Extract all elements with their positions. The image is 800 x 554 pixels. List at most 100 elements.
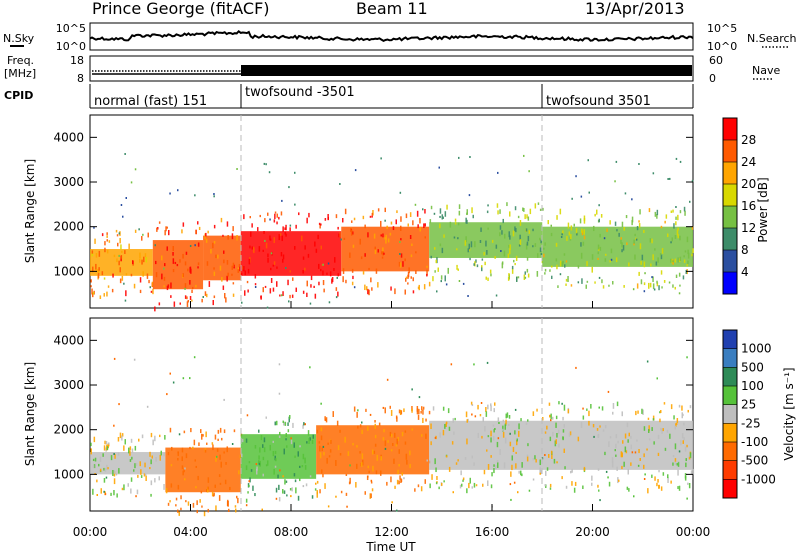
heatmap-cell [467,248,469,253]
heatmap-cell [470,401,473,405]
heatmap-cell [290,439,293,445]
heatmap-cell [550,450,553,454]
heatmap-cell [283,421,285,426]
heatmap-cell [539,208,542,211]
heatmap-cell [281,235,283,242]
heatmap-cell [543,247,545,250]
heatmap-cell [352,275,354,280]
heatmap-cell [407,272,410,278]
heatmap-cell [677,486,679,490]
heatmap-cell [660,410,662,413]
heatmap-cell [398,261,401,267]
heatmap-cell [309,302,312,305]
heatmap-cell [502,431,505,438]
heatmap-cell [596,209,598,215]
heatmap-cell [168,230,170,236]
heatmap-cell [652,283,655,290]
heatmap-cell [332,411,334,417]
heatmap-cell [189,446,191,450]
heatmap-cell [532,228,534,232]
heatmap-cell [119,238,121,244]
heatmap-cell [302,424,304,429]
heatmap-cell [455,462,458,465]
heatmap-cell [321,264,324,267]
heatmap-cell [256,468,258,475]
heatmap-cell [373,233,376,239]
heatmap-cell [621,242,623,248]
heatmap-cell [235,508,237,513]
heatmap-cell [581,278,583,284]
heatmap-cell [557,429,560,435]
heatmap-cell [545,470,547,476]
heatmap-cell [660,486,663,491]
heatmap-cell [678,450,681,453]
heatmap-cell [364,491,366,495]
heatmap-cell [504,424,506,430]
heatmap-cell [335,287,338,291]
heatmap-cell [596,428,599,431]
heatmap-cell [612,403,615,409]
heatmap-cell [630,435,632,439]
heatmap-cell [390,476,392,483]
heatmap-cell [177,189,179,192]
heatmap-cell [514,226,516,232]
heatmap-cell [555,439,557,445]
heatmap-cell [487,204,489,207]
heatmap-cell [615,257,618,263]
heatmap-cell [482,483,484,487]
heatmap-cell [580,242,582,247]
heatmap-cell [336,420,339,426]
heatmap-cell [375,470,378,475]
heatmap-cell [351,281,354,286]
heatmap-cell [485,240,487,247]
heatmap-cell [599,425,601,428]
heatmap-cell [182,222,185,227]
heatmap-cell [377,208,380,212]
heatmap-cell [430,441,432,446]
heatmap-cell [320,402,322,405]
heatmap-cell [351,220,353,223]
heatmap-cell [644,272,646,275]
heatmap-cell [430,205,433,210]
heatmap-cell [423,284,426,290]
heatmap-cell [475,484,478,487]
heatmap-cell [269,288,272,294]
heatmap-cell [308,438,310,444]
heatmap-cell [526,456,529,462]
heatmap-cell [486,361,489,364]
heatmap-cell [301,465,304,468]
heatmap-cell [367,232,369,238]
heatmap-cell [244,290,246,296]
heatmap-cell [679,160,682,163]
heatmap-cell [528,489,531,492]
heatmap-cell [542,207,544,211]
heatmap-cell [469,257,471,261]
heatmap-cell [674,258,677,263]
heatmap-cell [264,218,266,223]
heatmap-cell [638,271,640,276]
heatmap-cell [424,479,426,484]
heatmap-cell [285,438,287,441]
heatmap-cell [412,220,414,226]
heatmap-cell [621,411,623,417]
heatmap-cell [278,484,280,490]
heatmap-cell [660,427,662,431]
heatmap-cell [98,463,100,467]
heatmap-cell [471,486,473,489]
heatmap-cell [329,271,332,277]
heatmap-cell [213,492,215,496]
heatmap-cell [532,245,534,248]
heatmap-cell [453,236,456,239]
heatmap-cell [656,280,658,284]
heatmap-cell [340,238,342,241]
heatmap-cell [195,284,197,288]
heatmap-cell [262,473,264,477]
heatmap-cell [687,482,689,485]
heatmap-cell [523,274,526,280]
heatmap-cell [113,254,116,258]
heatmap-cell [367,475,369,478]
heatmap-cell [240,272,243,276]
heatmap-cell [396,438,398,445]
range-tick-label: 4000 [53,333,84,347]
